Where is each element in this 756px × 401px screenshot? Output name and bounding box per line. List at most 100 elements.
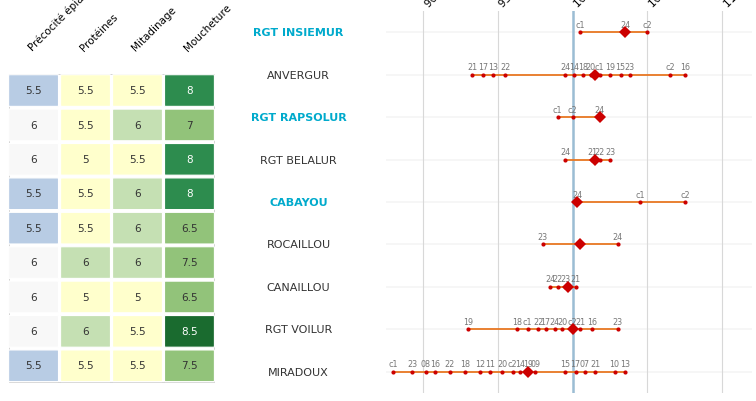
- Text: 5.5: 5.5: [77, 223, 94, 233]
- Text: ANVERGUR: ANVERGUR: [267, 71, 330, 81]
- Text: 6: 6: [134, 223, 141, 233]
- Text: 23: 23: [560, 275, 570, 284]
- Text: 6: 6: [134, 257, 141, 267]
- Text: 5.5: 5.5: [25, 360, 42, 371]
- Text: 6: 6: [134, 189, 141, 199]
- Text: MIRADOUX: MIRADOUX: [268, 367, 329, 377]
- Text: 14: 14: [516, 359, 525, 369]
- Text: 18: 18: [578, 63, 588, 72]
- Text: 5.5: 5.5: [129, 155, 146, 164]
- Text: 17: 17: [541, 317, 551, 326]
- Text: 6: 6: [30, 120, 37, 130]
- FancyBboxPatch shape: [113, 316, 163, 347]
- FancyBboxPatch shape: [113, 350, 163, 382]
- FancyBboxPatch shape: [60, 350, 110, 382]
- FancyBboxPatch shape: [165, 316, 215, 347]
- Text: 19: 19: [605, 63, 615, 72]
- Text: 6: 6: [30, 292, 37, 302]
- Text: 09: 09: [530, 359, 541, 369]
- FancyBboxPatch shape: [165, 144, 215, 176]
- Text: 5.5: 5.5: [129, 326, 146, 336]
- FancyBboxPatch shape: [113, 110, 163, 142]
- Text: 22: 22: [445, 359, 455, 369]
- Text: 21: 21: [590, 359, 600, 369]
- FancyBboxPatch shape: [113, 178, 163, 210]
- Text: c1: c1: [575, 21, 585, 30]
- Text: 21: 21: [575, 317, 585, 326]
- Text: c2: c2: [643, 21, 652, 30]
- Text: 6: 6: [30, 155, 37, 164]
- Text: 13: 13: [620, 359, 630, 369]
- FancyBboxPatch shape: [8, 247, 58, 279]
- FancyBboxPatch shape: [60, 247, 110, 279]
- Text: 23: 23: [612, 317, 623, 326]
- Text: 17: 17: [571, 359, 581, 369]
- Text: 5.5: 5.5: [25, 223, 42, 233]
- FancyBboxPatch shape: [8, 144, 58, 176]
- Text: 6: 6: [30, 257, 37, 267]
- Text: 5.5: 5.5: [77, 86, 94, 96]
- Text: 7: 7: [186, 120, 193, 130]
- Text: 5.5: 5.5: [25, 189, 42, 199]
- FancyBboxPatch shape: [113, 247, 163, 279]
- Text: 8.5: 8.5: [181, 326, 198, 336]
- Text: 10: 10: [609, 359, 619, 369]
- Text: 6: 6: [134, 120, 141, 130]
- FancyBboxPatch shape: [60, 282, 110, 313]
- Text: RGT RAPSOLUR: RGT RAPSOLUR: [251, 113, 346, 123]
- Text: 24: 24: [572, 190, 582, 199]
- Text: Moucheture: Moucheture: [182, 2, 233, 53]
- Text: 22: 22: [594, 148, 605, 157]
- Text: 15: 15: [615, 63, 625, 72]
- Text: 20: 20: [557, 317, 567, 326]
- FancyBboxPatch shape: [8, 350, 58, 382]
- Text: 6.5: 6.5: [181, 223, 198, 233]
- Bar: [8, 75, 215, 382]
- Text: 24: 24: [560, 63, 570, 72]
- Text: CANAILLOU: CANAILLOU: [267, 282, 330, 292]
- Text: RGT BELALUR: RGT BELALUR: [260, 155, 337, 165]
- Text: 19: 19: [463, 317, 473, 326]
- FancyBboxPatch shape: [113, 144, 163, 176]
- FancyBboxPatch shape: [60, 110, 110, 142]
- Text: c2: c2: [568, 317, 578, 326]
- Text: 6: 6: [82, 326, 89, 336]
- Text: 6: 6: [82, 257, 89, 267]
- Text: 20: 20: [586, 63, 596, 72]
- Text: c2: c2: [568, 105, 578, 114]
- FancyBboxPatch shape: [113, 282, 163, 313]
- FancyBboxPatch shape: [165, 213, 215, 244]
- Text: 24: 24: [594, 105, 605, 114]
- FancyBboxPatch shape: [8, 213, 58, 244]
- FancyBboxPatch shape: [165, 247, 215, 279]
- Text: 12: 12: [475, 359, 485, 369]
- Text: 24: 24: [612, 233, 623, 241]
- Text: c2: c2: [508, 359, 518, 369]
- Text: 14: 14: [569, 63, 579, 72]
- FancyBboxPatch shape: [165, 110, 215, 142]
- Text: 5.5: 5.5: [77, 120, 94, 130]
- Text: c1: c1: [635, 190, 645, 199]
- Text: 24: 24: [550, 317, 559, 326]
- FancyBboxPatch shape: [165, 282, 215, 313]
- FancyBboxPatch shape: [113, 213, 163, 244]
- Text: 16: 16: [587, 317, 597, 326]
- Text: 22: 22: [553, 275, 562, 284]
- Text: 7.5: 7.5: [181, 360, 198, 371]
- Text: 7.5: 7.5: [181, 257, 198, 267]
- Text: 08: 08: [421, 359, 431, 369]
- Text: 5.5: 5.5: [25, 86, 42, 96]
- Text: 5: 5: [82, 292, 89, 302]
- Text: c1: c1: [553, 105, 562, 114]
- Text: 8: 8: [186, 86, 193, 96]
- Text: 19: 19: [522, 359, 533, 369]
- Text: Précocité épiaison: Précocité épiaison: [26, 0, 101, 53]
- Text: 20: 20: [497, 359, 507, 369]
- Text: c1: c1: [389, 359, 398, 369]
- Text: 24: 24: [545, 275, 555, 284]
- Text: 16: 16: [680, 63, 690, 72]
- Text: 5.5: 5.5: [129, 86, 146, 96]
- Text: 22: 22: [500, 63, 510, 72]
- Text: 8: 8: [186, 189, 193, 199]
- Text: c1: c1: [595, 63, 604, 72]
